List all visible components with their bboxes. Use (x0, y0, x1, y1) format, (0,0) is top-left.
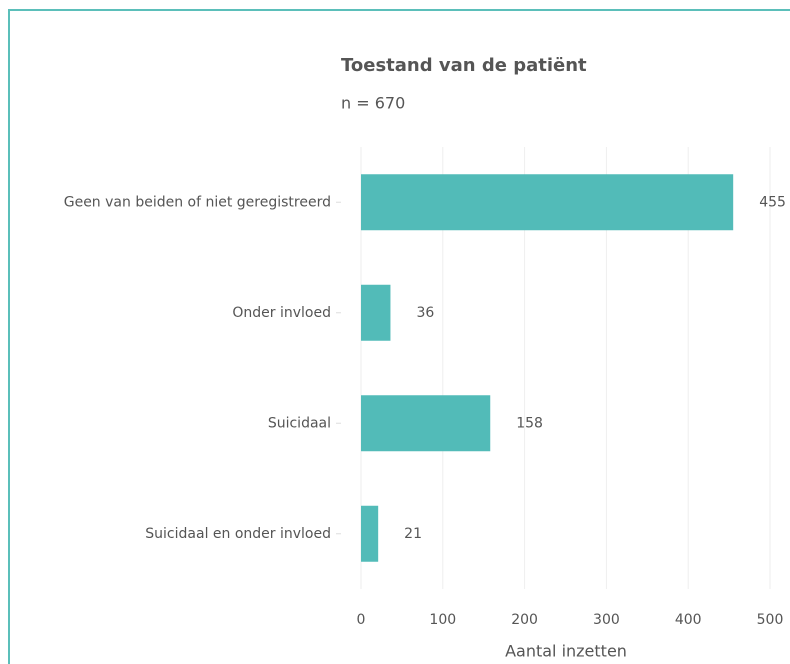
data-label: 455 (759, 194, 786, 210)
frame (8, 9, 790, 664)
bar (361, 174, 734, 231)
x-tick-label: 100 (429, 612, 456, 628)
y-tick-label: Suicidaal en onder invloed (145, 526, 331, 542)
y-tick-label: Geen van beiden of niet geregistreerd (64, 194, 331, 210)
x-tick-label: 500 (757, 612, 784, 628)
data-label: 21 (404, 526, 422, 542)
chart-subtitle: n = 670 (341, 94, 405, 113)
x-tick-label: 400 (675, 612, 702, 628)
x-tick-label: 300 (593, 612, 620, 628)
y-tick-label: Onder invloed (232, 305, 331, 321)
chart-title: Toestand van de patiënt (341, 55, 587, 76)
data-label: 36 (416, 305, 434, 321)
bar (361, 505, 379, 562)
x-tick-label: 200 (511, 612, 538, 628)
x-tick-label: 0 (357, 612, 366, 628)
bar (361, 395, 491, 452)
data-label: 158 (516, 415, 543, 431)
bar (361, 284, 391, 341)
x-axis-label: Aantal inzetten (505, 642, 627, 661)
y-tick-label: Suicidaal (268, 415, 331, 431)
